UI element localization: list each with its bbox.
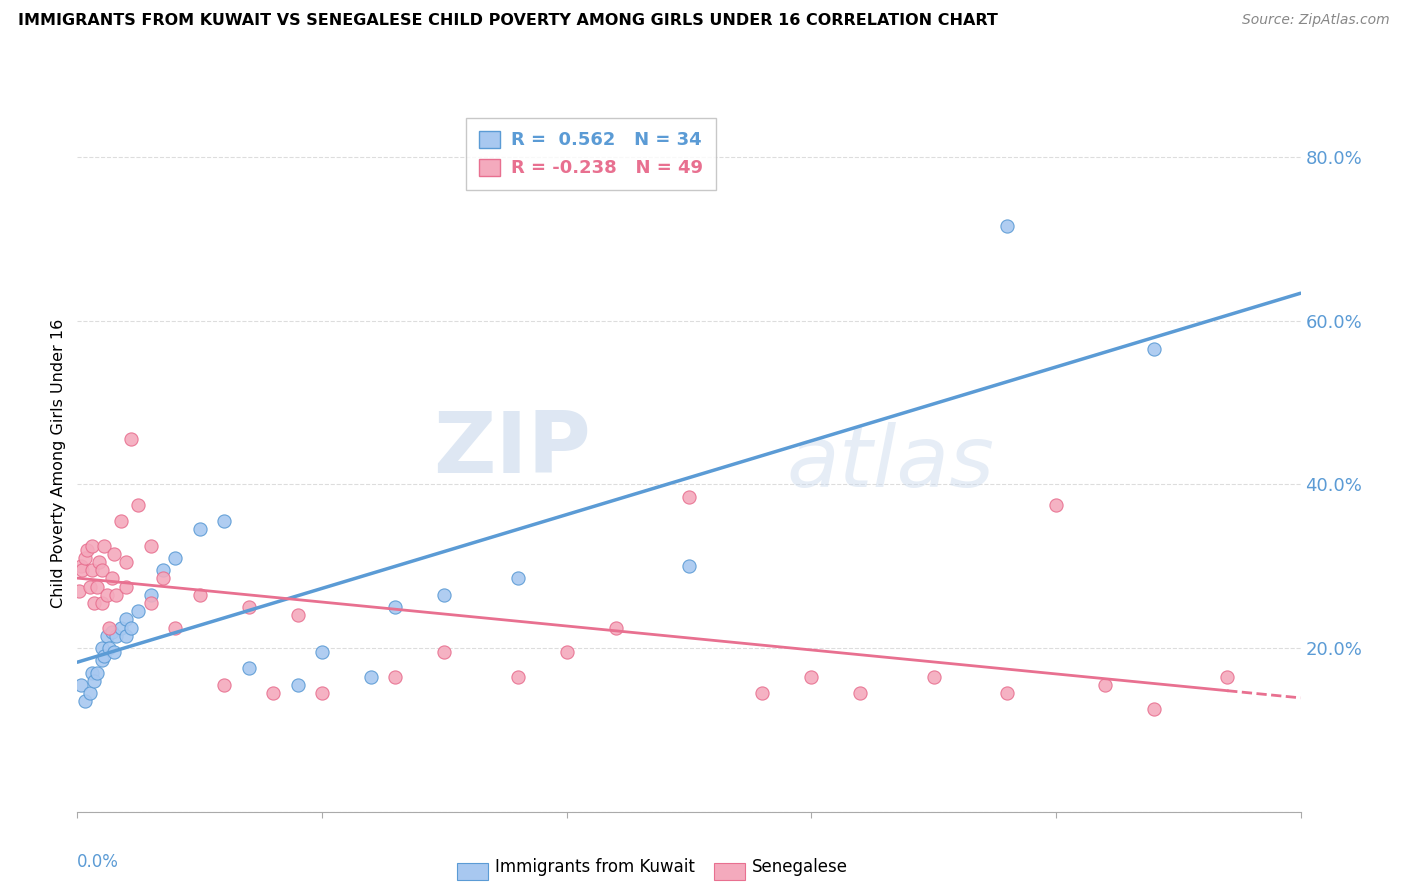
Point [103,547,125,561]
Point [433,645,456,659]
Point [70,559,93,574]
Point [995,219,1018,234]
Point [384,600,406,615]
Point [127,498,149,512]
Point [139,539,162,553]
Point [80,539,103,553]
Point [86,665,108,680]
Point [115,555,138,569]
Point [80,665,103,680]
Point [188,588,211,602]
Point [120,621,142,635]
Point [115,629,138,643]
Point [83,596,105,610]
Point [238,600,260,615]
Point [1143,343,1166,357]
Point [83,673,105,688]
Point [1216,670,1239,684]
Point [103,645,125,659]
Point [100,571,122,585]
Point [79,580,101,594]
Point [287,678,309,692]
Point [849,686,872,700]
Point [751,686,773,700]
Point [1143,702,1166,716]
Point [93,649,115,664]
Point [262,686,284,700]
Point [73,694,96,708]
Point [115,580,138,594]
Point [238,661,260,675]
Point [90,640,112,655]
Point [90,653,112,667]
Point [678,490,700,504]
Point [98,640,121,655]
Point [311,645,333,659]
Point [555,645,578,659]
Point [139,588,162,602]
Point [995,686,1018,700]
Legend: R =  0.562   N = 34, R = -0.238   N = 49: R = 0.562 N = 34, R = -0.238 N = 49 [467,118,716,190]
Point [80,563,103,577]
Point [311,686,333,700]
Point [115,612,138,626]
Point [605,621,627,635]
Point [360,670,382,684]
Point [152,571,174,585]
Point [79,686,101,700]
Point [139,596,162,610]
Point [110,621,132,635]
Point [212,678,235,692]
Point [188,522,211,536]
Point [120,432,142,446]
Point [506,571,529,585]
Point [165,551,187,566]
Text: ZIP: ZIP [433,409,591,491]
Point [96,588,118,602]
Point [922,670,945,684]
Text: 0.0%: 0.0% [77,854,120,871]
Point [127,604,149,618]
Point [678,559,700,574]
Point [86,580,108,594]
Point [105,629,128,643]
Point [70,563,93,577]
Y-axis label: Child Poverty Among Girls Under 16: Child Poverty Among Girls Under 16 [51,319,66,608]
Point [100,624,122,639]
Point [76,542,98,557]
Point [1094,678,1116,692]
Point [70,678,93,692]
Point [96,629,118,643]
Point [110,514,132,528]
Point [90,596,112,610]
Text: Senegalese: Senegalese [752,858,848,876]
Point [1045,498,1067,512]
Point [433,588,456,602]
Point [105,588,128,602]
Point [67,583,90,598]
Point [89,555,111,569]
Point [212,514,235,528]
Point [384,670,406,684]
Point [152,563,174,577]
Point [73,551,96,566]
Point [287,608,309,623]
Text: Immigrants from Kuwait: Immigrants from Kuwait [495,858,695,876]
Point [98,621,121,635]
Text: Source: ZipAtlas.com: Source: ZipAtlas.com [1241,13,1389,28]
Point [90,563,112,577]
Point [165,621,187,635]
Text: atlas: atlas [787,422,995,506]
Point [506,670,529,684]
Point [93,539,115,553]
Text: IMMIGRANTS FROM KUWAIT VS SENEGALESE CHILD POVERTY AMONG GIRLS UNDER 16 CORRELAT: IMMIGRANTS FROM KUWAIT VS SENEGALESE CHI… [18,13,998,29]
Point [800,670,823,684]
